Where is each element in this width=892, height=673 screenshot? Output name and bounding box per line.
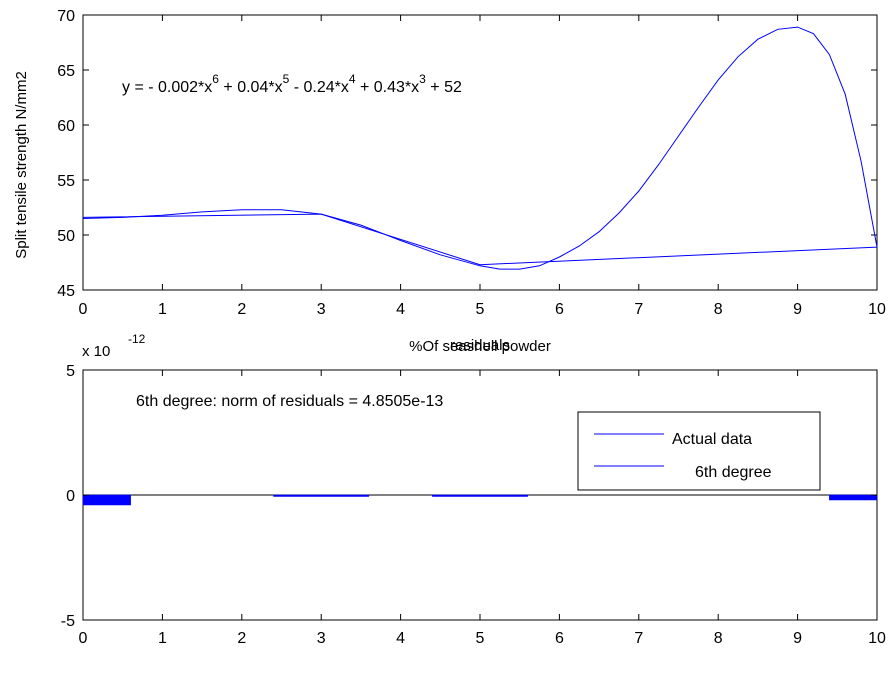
res-xtick-label: 0: [79, 630, 88, 647]
fit-ytick-label: 60: [57, 118, 75, 135]
fit-plot-ylabel: Split tensile strength N/mm2: [13, 71, 30, 259]
residuals-annotation: 6th degree: norm of residuals = 4.8505e-…: [136, 393, 443, 410]
fit-xtick-label: 9: [793, 301, 802, 318]
fit-ytick-label: 45: [57, 283, 75, 300]
res-xtick-label: 7: [634, 630, 643, 647]
fit-xtick-label: 4: [396, 301, 405, 318]
equation-term: + 52: [426, 79, 462, 96]
residual-bar: [432, 494, 528, 497]
fit-xtick-label: 1: [158, 301, 167, 318]
equation-exponent: 3: [419, 72, 426, 86]
equation-exponent: 4: [349, 72, 356, 86]
equation-exponent: 5: [283, 72, 290, 86]
res-xtick-label: 5: [476, 630, 485, 647]
fit-plot-series: [82, 26, 878, 270]
fit-plot-xlabel: %Of seashell powder: [409, 338, 551, 355]
equation-term: - 0.24*x: [289, 79, 349, 96]
equation-term: y = - 0.002*x: [122, 79, 212, 96]
residual-bars: [82, 494, 878, 506]
residual-bar: [273, 494, 370, 497]
res-xtick-label: 3: [317, 630, 326, 647]
fit-xtick-label: 0: [79, 301, 88, 318]
res-xtick-label: 9: [793, 630, 802, 647]
fit-ytick-label: 65: [57, 63, 75, 80]
res-ytick-label: 0: [66, 488, 75, 505]
fit-xtick-label: 7: [634, 301, 643, 318]
legend: Actual data 6th degree: [577, 411, 821, 491]
residual-bar: [82, 494, 131, 506]
fit-ytick-label: 50: [57, 228, 75, 245]
equation-term: + 0.04*x: [219, 79, 283, 96]
fit-xtick-label: 3: [317, 301, 326, 318]
res-ytick-label: -5: [61, 613, 75, 630]
legend-label-actual: Actual data: [672, 431, 752, 448]
residuals-exponent-power: -12: [128, 332, 146, 346]
res-xtick-label: 4: [396, 630, 405, 647]
series-actual-data: [82, 213, 878, 266]
res-xtick-label: 8: [714, 630, 723, 647]
fit-ytick-label: 55: [57, 173, 75, 190]
fit-xtick-label: 2: [237, 301, 246, 318]
res-ytick-label: 5: [66, 363, 75, 380]
fit-xtick-label: 6: [555, 301, 564, 318]
res-xtick-label: 10: [868, 630, 886, 647]
fit-xtick-label: 10: [868, 301, 886, 318]
residuals-exponent-base: x 10: [82, 343, 110, 360]
fit-equation: y = - 0.002*x6 + 0.04*x5 - 0.24*x4 + 0.4…: [122, 72, 462, 96]
res-xtick-label: 1: [158, 630, 167, 647]
equation-exponent: 6: [212, 72, 219, 86]
legend-box: [577, 411, 821, 491]
legend-label-6th: 6th degree: [695, 464, 772, 481]
residuals-plot: 0 1 2 3 4 5 6 7 8 9 10-505 residuals x 10 -12 6th …: [61, 332, 886, 647]
fit-xtick-label: 5: [476, 301, 485, 318]
res-xtick-label: 6: [555, 630, 564, 647]
fit-plot-axes: [82, 14, 878, 291]
res-xtick-label: 2: [237, 630, 246, 647]
residual-bar: [829, 494, 878, 501]
fit-ytick-label: 70: [57, 8, 75, 25]
series-6th-degree: [82, 26, 878, 270]
fit-xtick-label: 8: [714, 301, 723, 318]
equation-term: + 0.43*x: [356, 79, 420, 96]
residuals-title: residuals: [450, 337, 510, 354]
residuals-plot-ticks: 0 1 2 3 4 5 6 7 8 9 10-505: [61, 363, 886, 647]
